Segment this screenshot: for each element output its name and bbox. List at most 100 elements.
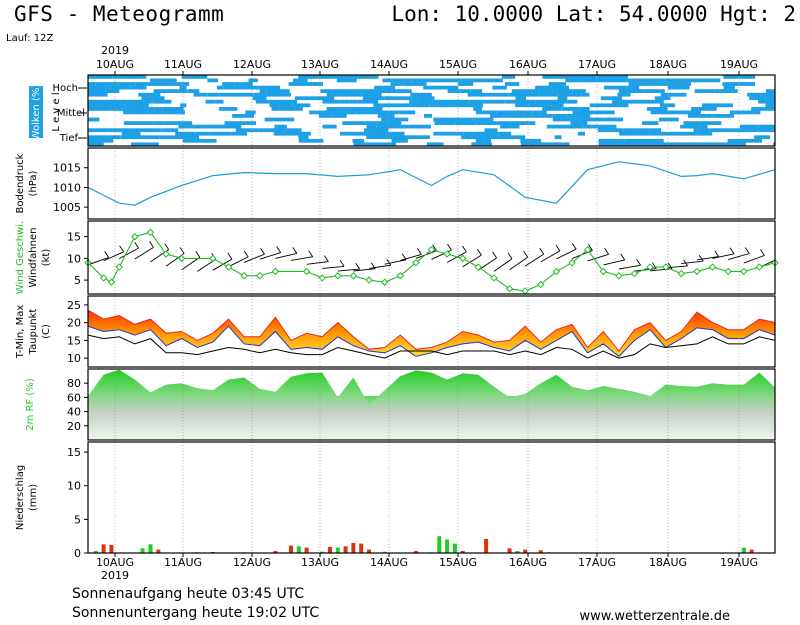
date-label-top: 10AUG: [96, 58, 134, 71]
date-label-bottom: 13AUG: [301, 556, 339, 569]
wind-barb: [322, 265, 345, 269]
wind-barb: [228, 256, 249, 268]
cloud-cell: [611, 142, 636, 147]
wind-barb-feather: [790, 254, 794, 260]
page-title: GFS - Meteogramm: [14, 2, 225, 26]
cloud-cell: [646, 107, 668, 111]
wind-barb-feather: [571, 242, 577, 250]
cloud-cell: [700, 142, 726, 147]
cloud-cell: [232, 114, 254, 118]
precipitation-bar: [289, 545, 293, 553]
pressure-line: [87, 161, 776, 206]
cloud-cell: [580, 107, 590, 111]
cloud-cell: [215, 99, 224, 104]
cloud-cell: [99, 99, 121, 104]
wind-barb: [524, 253, 544, 267]
precipitation-bar: [335, 547, 340, 553]
cloud-cell: [559, 124, 584, 129]
y-tick-label: 20: [67, 317, 81, 330]
cloud-cell: [357, 99, 379, 104]
wind-barb: [462, 254, 482, 268]
cloud-cell: [186, 124, 205, 129]
cloud-cell: [294, 96, 319, 101]
wind-speed-point: [693, 267, 701, 276]
cloud-cell: [752, 110, 761, 115]
wind-speed-point: [365, 276, 373, 284]
wind-barb: [103, 251, 124, 262]
cloud-cell: [318, 75, 333, 79]
cloud-cell: [541, 114, 553, 118]
cloud-cell: [295, 131, 311, 136]
wind-barb: [728, 253, 750, 261]
wind-barb: [556, 248, 577, 260]
cloud-cell: [125, 103, 149, 108]
cloud-cell: [572, 89, 586, 93]
wind-barb-feather: [507, 252, 513, 260]
cloud-cell: [467, 92, 492, 97]
wind-barb-feather: [324, 255, 329, 262]
wind-barb: [587, 253, 609, 262]
cloud-cell: [401, 117, 409, 122]
cloud-cell: [649, 128, 661, 133]
cloud-cell: [123, 121, 142, 125]
cloud-cell: [668, 92, 687, 97]
cloud-cell: [409, 99, 418, 104]
cloud-cell: [329, 99, 340, 104]
cloud-cell: [565, 78, 582, 83]
cloud-cell: [149, 78, 159, 83]
wind-speed-point: [724, 267, 732, 276]
wind-barb-feather: [386, 258, 392, 266]
cloud-cell: [482, 99, 494, 104]
cloud-cell: [538, 89, 553, 93]
cloud-cell: [320, 89, 333, 93]
cloud-cell: [529, 138, 542, 143]
cloud-cell: [337, 107, 347, 111]
cloud-cell: [449, 117, 473, 122]
cloud-cell: [597, 128, 624, 133]
cloud-cell: [551, 103, 564, 108]
wind-barb-feather: [604, 248, 609, 255]
cloud-cell: [372, 142, 396, 147]
wind-barb: [88, 256, 109, 266]
cloud-cell: [126, 75, 139, 79]
cloud-cell: [723, 103, 733, 108]
cloud-cell: [561, 107, 581, 111]
wind-speed-point: [349, 272, 358, 280]
cloud-cell: [523, 114, 542, 118]
precipitation-bar: [351, 542, 356, 553]
cloud-cell: [235, 128, 259, 133]
cloud-cell: [528, 121, 536, 125]
cloud-cell: [535, 99, 556, 104]
cloud-cell: [398, 96, 412, 101]
cloud-cell: [384, 96, 399, 101]
precipitation-bar: [507, 548, 512, 553]
cloud-cell: [432, 99, 451, 104]
cloud-cell: [273, 117, 295, 122]
cloud-cell: [757, 128, 775, 133]
precipitation-bar: [445, 539, 450, 553]
precipitation-bar: [382, 551, 387, 553]
wind-barb: [681, 260, 704, 265]
wind-barb-feather: [774, 252, 775, 253]
wind-speed-point: [427, 245, 436, 254]
cloud-cell: [216, 85, 224, 90]
cloud-cell: [412, 78, 430, 83]
cloud-cell: [326, 107, 338, 111]
cloud-cell: [161, 110, 185, 115]
cloud-cell: [572, 110, 586, 115]
cloud-cell: [585, 110, 595, 115]
cloud-cell: [506, 110, 524, 115]
wind-barb-feather: [492, 251, 497, 259]
wind-barb-feather: [477, 248, 482, 256]
cloud-cell: [552, 114, 567, 118]
y-tick-label: 40: [67, 406, 81, 419]
wind-barb: [774, 270, 775, 271]
cloud-cell: [523, 110, 533, 115]
cloud-cell: [120, 135, 140, 140]
cloud-level-low: Tief: [59, 133, 79, 144]
cloud-cell: [139, 135, 159, 140]
wind-barb-feather: [308, 250, 314, 257]
cloud-cell: [218, 107, 238, 111]
cloud-cell: [209, 138, 217, 143]
wind-barb: [181, 256, 201, 271]
